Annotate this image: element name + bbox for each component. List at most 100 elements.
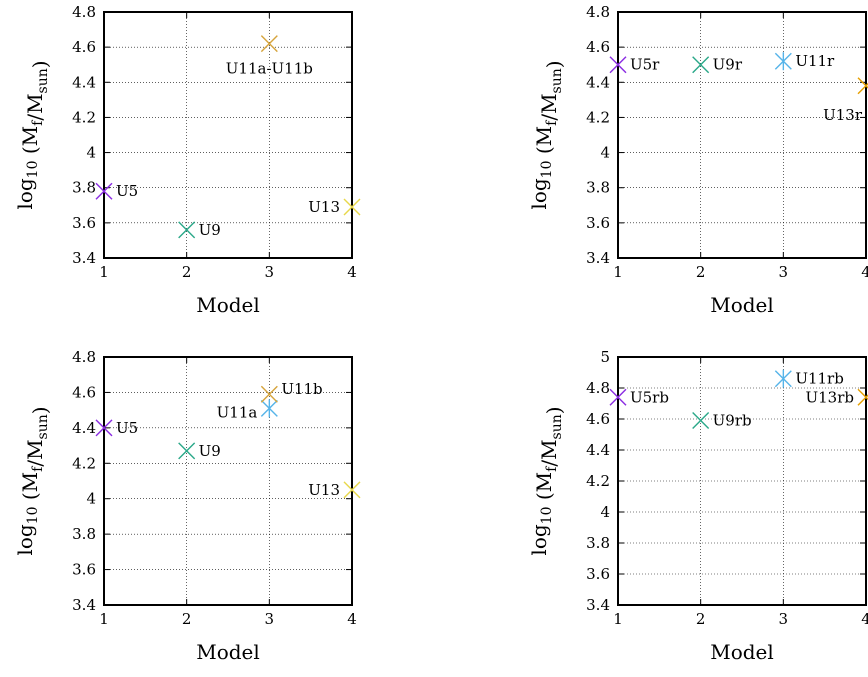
- y-tick-label: 4.4: [72, 73, 96, 91]
- y-tick-label: 3.4: [586, 596, 610, 614]
- data-point-u5: [95, 182, 113, 200]
- y-axis-label: log10 (Mf/Msun): [13, 60, 52, 209]
- y-tick-label: 4.8: [586, 379, 610, 397]
- point-label: U13: [308, 198, 340, 216]
- y-tick-label: 3.4: [586, 249, 610, 267]
- data-point-u5rb: [609, 388, 627, 406]
- chart-panel-1: 1 2 3 4 3.4 3.6 3.8 4 4.2 4.4 4.6 4.8 Model log10 (Mf…: [13, 3, 361, 317]
- chart-panel-3: 1 2 3 4 3.4 3.6 3.8 4 4.2 4.4 4.6 4.8 Model log10 (Mf…: [13, 348, 361, 664]
- x-tick-label: 3: [265, 610, 275, 628]
- x-tick-label: 2: [182, 263, 192, 281]
- data-point-u11b: [260, 385, 278, 403]
- data-point-u11rb: [774, 369, 792, 388]
- y-tick-label: 4: [600, 503, 610, 521]
- data-point-u9: [178, 221, 196, 239]
- y-tick-label: 4.8: [72, 3, 96, 21]
- y-tick-label: 4: [86, 490, 96, 508]
- data-point-u9rb: [692, 412, 710, 430]
- y-tick-label: 4: [600, 144, 610, 162]
- y-tick-label: 4.6: [72, 383, 96, 401]
- point-label: U11r: [795, 52, 835, 70]
- x-tick-label: 3: [265, 263, 275, 281]
- point-label: U11rb: [795, 370, 844, 388]
- point-label: U11b: [281, 380, 322, 398]
- point-label: U13: [308, 481, 340, 499]
- point-label: U11a: [217, 403, 258, 421]
- y-tick-label: 4.8: [586, 3, 610, 21]
- data-point-u11r: [774, 52, 792, 71]
- y-axis-label: log10 (Mf/Msun): [527, 60, 566, 209]
- y-tick-label: 3.6: [72, 561, 96, 579]
- y-tick-label: 3.8: [586, 179, 610, 197]
- point-label: U11a-U11b: [226, 60, 313, 78]
- data-point-u13: [343, 481, 361, 499]
- x-axis-label: Model: [196, 640, 260, 664]
- x-tick-label: 4: [347, 263, 357, 281]
- y-tick-label: 3.6: [586, 565, 610, 583]
- y-tick-label: 3.6: [586, 214, 610, 232]
- y-tick-label: 4.8: [72, 348, 96, 366]
- y-tick-label: 4.4: [72, 419, 96, 437]
- x-tick-label: 4: [861, 263, 868, 281]
- y-tick-label: 3.4: [72, 596, 96, 614]
- y-tick-label: 4.6: [586, 38, 610, 56]
- plot-frame: [617, 11, 867, 259]
- data-point-u9r: [692, 56, 710, 74]
- x-tick-label: 4: [347, 610, 357, 628]
- data-point-u5r: [609, 56, 627, 74]
- x-tick-label: 1: [99, 610, 109, 628]
- data-point-u13rb: [857, 388, 868, 406]
- y-tick-label: 4.6: [586, 410, 610, 428]
- x-tick-label: 3: [779, 610, 789, 628]
- point-label: U5: [116, 419, 138, 437]
- y-tick-label: 5: [600, 348, 610, 366]
- y-tick-label: 3.6: [72, 214, 96, 232]
- x-tick-label: 3: [779, 263, 789, 281]
- plot-frame: [103, 11, 353, 259]
- data-point-u5: [95, 419, 113, 437]
- x-tick-label: 2: [696, 263, 706, 281]
- data-point-u9: [178, 442, 196, 460]
- y-tick-label: 3.8: [586, 534, 610, 552]
- x-tick-label: 1: [99, 263, 109, 281]
- y-tick-label: 4.2: [72, 108, 96, 126]
- point-label: U9r: [713, 56, 743, 74]
- point-label: U9: [199, 221, 221, 239]
- x-tick-label: 4: [861, 610, 868, 628]
- y-tick-label: 4.2: [586, 472, 610, 490]
- chart-panel-2: 1 2 3 4 3.4 3.6 3.8 4 4.2 4.4 4.6 4.8 Model log10 (Mf…: [527, 3, 868, 317]
- point-label: U5r: [630, 56, 660, 74]
- y-tick-label: 4.2: [586, 108, 610, 126]
- y-tick-label: 4.4: [586, 73, 610, 91]
- chart-panel-4: 1 2 3 4 3.4 3.6 3.8 4 4.2 4.4 4.6 4.8 5 Model log10 (M…: [527, 348, 868, 664]
- x-tick-label: 1: [613, 610, 623, 628]
- point-label: U9rb: [713, 412, 752, 430]
- point-label: U13rb: [805, 388, 854, 406]
- x-axis-label: Model: [710, 293, 774, 317]
- plot-frame: [103, 356, 353, 606]
- y-axis-label: log10 (Mf/Msun): [527, 406, 566, 555]
- point-label: U5: [116, 182, 138, 200]
- y-axis-label: log10 (Mf/Msun): [13, 406, 52, 555]
- data-point-u11a: [260, 399, 278, 418]
- data-point-u13r: [857, 77, 868, 95]
- plot-frame: [617, 356, 867, 606]
- x-tick-label: 2: [182, 610, 192, 628]
- y-tick-label: 4.4: [586, 441, 610, 459]
- y-tick-label: 3.4: [72, 249, 96, 267]
- point-label: U9: [199, 442, 221, 460]
- x-tick-label: 2: [696, 610, 706, 628]
- y-tick-label: 4.2: [72, 454, 96, 472]
- point-label: U13r: [823, 106, 863, 124]
- y-tick-label: 3.8: [72, 525, 96, 543]
- x-tick-label: 1: [613, 263, 623, 281]
- y-tick-label: 4.6: [72, 38, 96, 56]
- data-point-u13: [343, 198, 361, 216]
- data-point-u11a-u11b: [260, 35, 278, 53]
- y-tick-label: 4: [86, 144, 96, 162]
- x-axis-label: Model: [710, 640, 774, 664]
- x-axis-label: Model: [196, 293, 260, 317]
- point-label: U5rb: [630, 388, 669, 406]
